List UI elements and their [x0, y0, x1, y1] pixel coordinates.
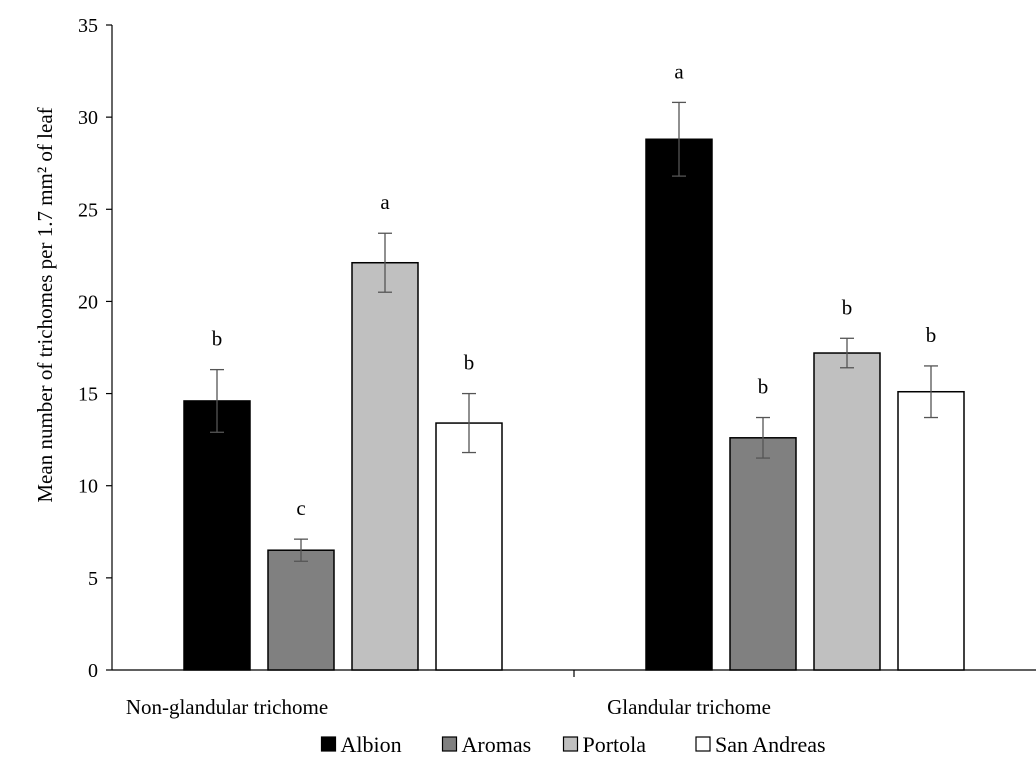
category-label-non-glandular-trichome: Non-glandular trichome	[126, 695, 328, 719]
y-tick-label: 35	[78, 15, 98, 37]
y-tick-label: 30	[78, 107, 98, 129]
y-tick-label: 25	[78, 199, 98, 221]
legend-label-portola: Portola	[583, 732, 647, 757]
significance-label-aromas-non-glandular-trichome: c	[296, 496, 305, 520]
error-bars	[210, 101, 938, 562]
bar-san-andreas-glandular-trichome	[897, 390, 965, 671]
y-tick-label: 20	[78, 291, 98, 313]
legend-label-albion: Albion	[341, 732, 402, 757]
bar-aromas-non-glandular-trichome	[267, 549, 335, 671]
bar-portola-non-glandular-trichome	[351, 261, 419, 671]
axes	[111, 25, 1036, 677]
bar-san-andreas-non-glandular-trichome	[435, 422, 503, 671]
y-axis-label: Mean number of trichomes per 1.7 mm² of …	[33, 107, 57, 502]
y-tick-label: 10	[78, 476, 98, 498]
y-tick-label: 15	[78, 384, 98, 406]
significance-label-aromas-glandular-trichome: b	[758, 375, 769, 399]
legend-swatch-albion	[320, 736, 337, 752]
legend-swatch-portola	[562, 736, 579, 752]
y-axis-label-group: Mean number of trichomes per 1.7 mm² of …	[33, 107, 57, 502]
legend-label-aromas: Aromas	[462, 732, 532, 757]
legend-label-san-andreas: San Andreas	[715, 732, 826, 757]
bar-albion-glandular-trichome	[645, 138, 713, 671]
legend-swatch-aromas	[441, 736, 458, 752]
significance-label-albion-non-glandular-trichome: b	[212, 327, 223, 351]
bar-aromas-glandular-trichome	[729, 437, 797, 671]
significance-label-portola-non-glandular-trichome: a	[380, 190, 390, 214]
significance-labels: b c a b a b b b	[212, 59, 937, 520]
category-labels: Non-glandular trichome Glandular trichome	[126, 695, 771, 719]
significance-label-san-andreas-non-glandular-trichome: b	[464, 351, 475, 375]
bar-portola-glandular-trichome	[813, 352, 881, 671]
y-tick-label: 0	[88, 660, 98, 682]
bars	[183, 138, 965, 671]
legend-swatch-san-andreas	[695, 736, 711, 752]
category-label-glandular-trichome: Glandular trichome	[607, 695, 771, 719]
bar-albion-non-glandular-trichome	[183, 400, 251, 671]
legend: Albion Aromas Portola San Andreas	[320, 732, 826, 757]
y-tick-label: 5	[88, 568, 98, 590]
significance-label-san-andreas-glandular-trichome: b	[926, 323, 937, 347]
significance-label-albion-glandular-trichome: a	[674, 59, 684, 83]
significance-label-portola-glandular-trichome: b	[842, 295, 853, 319]
y-ticks: 0 5 10 15 20 25 30 35	[78, 15, 112, 682]
